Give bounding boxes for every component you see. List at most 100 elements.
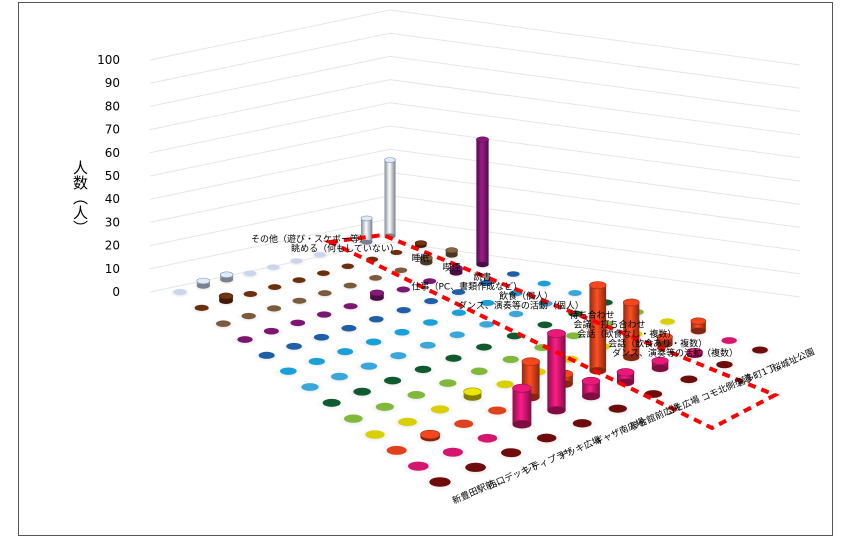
bar xyxy=(423,278,437,285)
y-tick-label: 90 xyxy=(105,76,120,90)
bar xyxy=(501,448,522,458)
bar xyxy=(608,404,627,413)
bar xyxy=(566,332,582,340)
bar xyxy=(449,331,465,339)
bar xyxy=(337,348,354,356)
bar xyxy=(196,277,211,289)
highlight-box xyxy=(323,232,780,431)
bar xyxy=(660,318,675,325)
category-label: 読書 xyxy=(473,271,491,283)
bar xyxy=(470,367,488,375)
bar xyxy=(219,271,234,283)
gridline xyxy=(389,79,801,136)
bar xyxy=(369,275,382,281)
y-tick-label: 20 xyxy=(105,239,120,253)
category-labels: その他（遊び・スケボー等）眺める（何もしていない） 睡眠喫煙読書仕事（PC、書類作… xyxy=(251,233,738,359)
bar xyxy=(442,447,463,457)
bar xyxy=(394,267,408,274)
bar xyxy=(263,327,279,335)
bar xyxy=(463,387,482,401)
y-tick-label: 80 xyxy=(105,99,120,113)
category-label: ダンス、演奏等の活動（個人） xyxy=(458,300,584,312)
gridline xyxy=(389,148,801,205)
bar xyxy=(408,461,429,471)
gridline xyxy=(149,125,391,177)
chart-floor xyxy=(167,232,775,492)
bar xyxy=(721,337,737,344)
y-tick-label: 10 xyxy=(105,262,120,276)
bar xyxy=(568,290,582,296)
bar xyxy=(445,247,458,258)
category-label: 喫煙 xyxy=(442,262,460,274)
bar xyxy=(243,270,257,277)
bar xyxy=(344,414,363,423)
bar xyxy=(384,157,396,239)
bar xyxy=(317,270,330,277)
bar xyxy=(512,383,532,429)
bar xyxy=(317,311,332,318)
bar xyxy=(360,215,373,245)
gridline xyxy=(389,171,801,228)
bar xyxy=(194,304,209,311)
bar xyxy=(237,336,253,343)
category-label: 仕事（PC、書類作成など） xyxy=(411,281,522,293)
bar xyxy=(479,280,493,286)
highlight-dashed-box-outer xyxy=(323,232,780,431)
bar xyxy=(429,477,451,487)
bar xyxy=(343,303,358,310)
bar xyxy=(241,312,256,320)
bar xyxy=(476,136,489,268)
bar xyxy=(480,299,495,307)
bar xyxy=(419,341,436,349)
bar xyxy=(547,329,566,415)
bar xyxy=(536,433,557,443)
bar xyxy=(173,289,187,295)
bar xyxy=(313,333,330,341)
gridline xyxy=(389,9,801,66)
bar xyxy=(365,430,385,439)
bar xyxy=(476,343,492,351)
category-label: ダンス、演奏等の活動（複数） xyxy=(612,347,738,359)
bar xyxy=(407,391,426,399)
bar xyxy=(286,342,302,350)
bar xyxy=(386,445,407,455)
chart-gridlines xyxy=(149,9,801,298)
y-axis-label: 人数（人） xyxy=(71,160,89,235)
location-label: 桜城址公園 xyxy=(770,345,816,374)
bar xyxy=(716,361,733,369)
chart-frame xyxy=(18,2,833,536)
bar xyxy=(369,289,385,301)
bar xyxy=(258,351,275,359)
bar xyxy=(394,328,410,336)
gridline xyxy=(149,195,391,247)
bar xyxy=(365,338,382,346)
bar xyxy=(267,264,280,270)
bar xyxy=(414,365,432,374)
bar xyxy=(419,254,433,266)
category-label: その他（遊び・スケボー等） xyxy=(251,233,368,245)
bar xyxy=(581,376,601,401)
bar xyxy=(280,367,297,375)
bar xyxy=(384,376,402,385)
bar xyxy=(477,433,498,443)
gridline xyxy=(149,171,391,223)
bar xyxy=(331,372,348,381)
gridline xyxy=(149,218,391,270)
bar xyxy=(414,240,427,249)
gridline xyxy=(149,32,391,84)
bar xyxy=(423,319,438,326)
bar xyxy=(308,357,325,366)
y-tick-label: 50 xyxy=(105,169,120,183)
bar xyxy=(488,406,507,415)
bar xyxy=(318,290,332,297)
bar xyxy=(479,321,495,328)
bar xyxy=(537,321,553,329)
bar xyxy=(396,307,411,314)
bar xyxy=(502,355,519,364)
bar xyxy=(451,309,467,316)
gridline xyxy=(149,9,391,61)
bar xyxy=(439,379,457,387)
bar xyxy=(390,249,403,256)
bar xyxy=(680,375,698,384)
